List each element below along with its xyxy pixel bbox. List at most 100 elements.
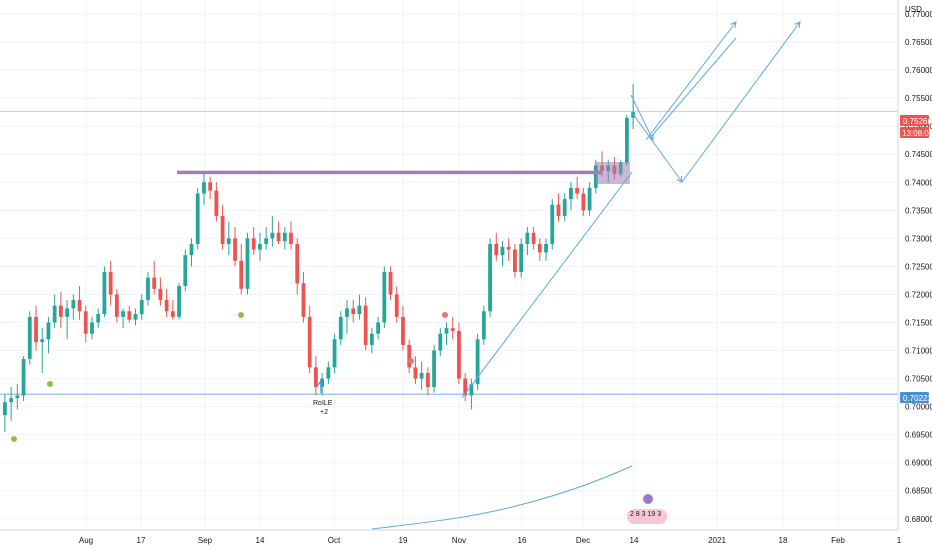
candle-body bbox=[295, 243, 300, 284]
candle-body bbox=[463, 378, 468, 396]
time-tick-label: 19 bbox=[399, 536, 408, 545]
event-badge-group bbox=[627, 509, 667, 524]
arrowhead[interactable] bbox=[794, 21, 801, 29]
countdown-tag bbox=[900, 127, 929, 138]
candle-body bbox=[569, 187, 573, 200]
trend-line[interactable] bbox=[461, 171, 633, 399]
candle-body bbox=[27, 316, 32, 359]
candle-body bbox=[550, 204, 555, 244]
candle-body bbox=[195, 193, 200, 244]
price-tick-label: 0.69000 bbox=[905, 459, 932, 468]
price-tick-label: 0.76000 bbox=[905, 66, 932, 75]
candle-body bbox=[525, 232, 530, 244]
candle-body bbox=[77, 300, 82, 312]
candle-body bbox=[469, 384, 474, 396]
candle-body bbox=[226, 238, 231, 244]
candle-body bbox=[407, 344, 412, 368]
candle-body bbox=[258, 243, 262, 250]
candle-body bbox=[90, 322, 94, 334]
candle-body bbox=[401, 316, 405, 345]
annotation-sub: +2 bbox=[320, 409, 328, 416]
candle-body bbox=[475, 339, 480, 385]
candle-body bbox=[314, 367, 318, 387]
arrowhead[interactable] bbox=[730, 21, 737, 29]
candle-body bbox=[276, 232, 281, 242]
candle-body bbox=[444, 328, 449, 334]
candle-body bbox=[121, 311, 125, 317]
price-tick-label: 0.73000 bbox=[905, 234, 932, 243]
candle-body bbox=[21, 358, 26, 396]
candle-body bbox=[450, 328, 455, 331]
candle-body bbox=[432, 350, 436, 387]
countdown-text: 13:08:06 bbox=[902, 129, 932, 138]
time-tick-label: 18 bbox=[779, 536, 788, 545]
candle-body bbox=[46, 322, 51, 340]
candle-body bbox=[114, 294, 119, 317]
candle-body bbox=[15, 395, 20, 399]
candle-body bbox=[531, 232, 536, 244]
signal-dot-red bbox=[442, 312, 448, 318]
candle-body bbox=[587, 187, 592, 211]
candle-body bbox=[127, 311, 132, 320]
forecast-leg-1[interactable] bbox=[630, 94, 654, 141]
candle-body bbox=[102, 272, 107, 315]
candle-body bbox=[625, 117, 629, 163]
channel-line-upper[interactable] bbox=[645, 21, 737, 141]
candle-body bbox=[239, 260, 244, 289]
signal-dot-green bbox=[47, 381, 53, 387]
price-tick-label: 0.72000 bbox=[905, 290, 932, 299]
price-tick-label: 0.68000 bbox=[905, 515, 932, 524]
candle-body bbox=[245, 238, 250, 289]
candle-body bbox=[537, 243, 542, 253]
candle-body bbox=[146, 277, 150, 301]
candle-body bbox=[307, 316, 312, 368]
arrowhead[interactable] bbox=[647, 133, 654, 141]
candle-body bbox=[425, 372, 430, 387]
last-price-text: 0.75266 bbox=[903, 117, 932, 126]
candle-body bbox=[369, 333, 374, 345]
candle-body bbox=[562, 199, 567, 216]
time-axis[interactable]: Aug 17 Sep 14 Oct 19 Nov 16 Dec 14 2021 18 Feb 1 bbox=[0, 529, 902, 545]
candle-body bbox=[3, 402, 7, 416]
support-price-tag bbox=[900, 392, 929, 403]
breakout-box[interactable] bbox=[596, 162, 630, 184]
candle-body bbox=[289, 232, 293, 244]
candle-body bbox=[345, 308, 349, 317]
indicator-curve bbox=[371, 465, 633, 530]
annotation-label: RoILE bbox=[313, 400, 333, 407]
time-tick-label: Sep bbox=[198, 536, 213, 545]
candle-body bbox=[357, 305, 362, 315]
price-tick-label: 0.70000 bbox=[905, 403, 932, 412]
candle-body bbox=[264, 238, 269, 244]
candle-body bbox=[301, 283, 306, 317]
candle-body bbox=[544, 243, 548, 253]
annotations: RoILE +2 2 8 3 19 3 bbox=[313, 400, 661, 518]
resistance-band[interactable] bbox=[177, 170, 602, 175]
forecast-leg-3[interactable] bbox=[681, 21, 801, 183]
event-badge bbox=[643, 494, 653, 504]
candle-body bbox=[338, 316, 343, 340]
arrowhead[interactable] bbox=[676, 175, 683, 183]
candle-body bbox=[40, 339, 45, 343]
price-axis[interactable]: USD 0.770000.765000.760000.755000.750000… bbox=[897, 0, 932, 530]
channel-line-lower[interactable] bbox=[649, 37, 737, 139]
candle-body bbox=[214, 190, 219, 216]
candle-body bbox=[9, 398, 14, 403]
last-price-tag bbox=[900, 115, 929, 126]
candle-body bbox=[208, 182, 213, 191]
time-tick-label: 17 bbox=[137, 536, 146, 545]
price-tick-label: 0.74500 bbox=[905, 150, 932, 159]
trend-drawings[interactable] bbox=[177, 21, 801, 399]
forecast-leg-2[interactable] bbox=[632, 113, 683, 183]
price-tick-label: 0.69500 bbox=[905, 431, 932, 440]
time-tick-label: 14 bbox=[256, 536, 265, 545]
time-tick-label: 14 bbox=[630, 536, 639, 545]
candle-body bbox=[575, 187, 580, 194]
candle-body bbox=[506, 246, 511, 250]
candle-body bbox=[133, 314, 138, 320]
price-tick-label: 0.74000 bbox=[905, 178, 932, 187]
candle-body bbox=[251, 238, 256, 250]
candle-body bbox=[481, 311, 486, 340]
candle-body bbox=[158, 288, 163, 301]
